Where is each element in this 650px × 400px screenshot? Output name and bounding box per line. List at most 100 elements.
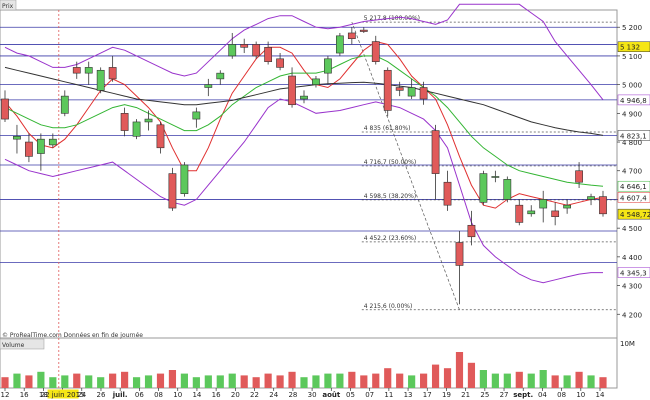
volume-panel-tab[interactable]	[0, 338, 45, 350]
price-boxes: 5 132 4 946,8 4 823,1 4 646,1 4 607,4 4 548,7…	[617, 41, 650, 278]
volume-bar-9	[109, 373, 117, 388]
x-tick-label-12: 20	[231, 391, 240, 399]
volume-bar-13	[156, 373, 165, 388]
y-tick-label-9: 4 300	[622, 283, 642, 291]
volume-bar-16	[192, 377, 200, 388]
y-tick-label-1: 5 100	[622, 53, 642, 61]
x-tick-label-13: 22	[250, 391, 259, 399]
fib-diagonal	[351, 21, 460, 310]
y-tick-label-10: 4 200	[622, 311, 642, 319]
candle-body-44	[527, 210, 536, 215]
x-tick-label-9: 10	[173, 391, 182, 399]
volume-bar-31	[372, 373, 380, 388]
candle-body-49	[587, 196, 595, 200]
x-tick-label-23: 19	[442, 391, 451, 399]
candle-body-31	[371, 41, 380, 62]
volume-bar-36	[431, 364, 440, 388]
volume-panel-label: Volume	[2, 342, 25, 349]
y-tick-label-2: 5 000	[622, 82, 642, 90]
candle-body-48	[575, 170, 583, 183]
candle-body-1	[13, 135, 21, 140]
volume-panel-frame	[0, 337, 618, 389]
price-box-3	[617, 180, 650, 192]
volume-bar-21	[252, 377, 260, 388]
x-tick-label-11: 16	[212, 391, 221, 399]
volume-bar-38	[455, 352, 464, 388]
volume-bar-27	[324, 373, 332, 388]
volume-bar-40	[479, 370, 487, 388]
volume-bar-35	[420, 373, 428, 388]
candle-body-18	[216, 72, 225, 80]
x-tick-label-26: 27	[500, 391, 509, 399]
x-tick-label-14: 24	[269, 391, 278, 399]
candle-body-26	[312, 78, 320, 85]
volume-bar-23	[276, 375, 284, 388]
fib-level-label-1: 4 835 (61.80%)	[364, 125, 411, 132]
volume-bar-46	[551, 375, 559, 388]
volume-bar-34	[408, 375, 416, 388]
volume-bar-39	[467, 362, 476, 388]
candle-body-6	[72, 67, 81, 74]
x-tick-label-29: 08	[557, 391, 566, 399]
volume-bar-14	[168, 370, 177, 388]
volume-bar-47	[563, 375, 571, 388]
volume-bar-7	[85, 375, 93, 388]
x-tick-label-16: 30	[308, 391, 317, 399]
candle-body-16	[192, 111, 201, 120]
volume-bar-5	[61, 375, 69, 388]
volume-bar-6	[73, 373, 81, 388]
x-tick-label-4: 24	[77, 391, 86, 399]
candle-body-38	[455, 242, 464, 266]
volume-bar-4	[49, 377, 57, 388]
volume-bar-29	[348, 371, 356, 388]
volume-bar-22	[264, 373, 272, 388]
volume-bar-33	[396, 373, 404, 388]
x-tick-label-30: 10	[576, 391, 585, 399]
price-box-label-3: 4 646,1	[620, 183, 647, 191]
candle-body-42	[503, 179, 512, 200]
x-tick-label-10: 14	[192, 391, 201, 399]
candles-layer	[1, 27, 607, 305]
candle-body-35	[419, 87, 428, 100]
candle-body-13	[156, 124, 165, 149]
candle-body-34	[407, 87, 416, 97]
volume-bar-32	[384, 368, 392, 388]
candle-body-29	[347, 32, 356, 40]
volume-bar-1	[13, 373, 21, 388]
candle-body-46	[551, 210, 560, 217]
candle-body-43	[515, 204, 524, 223]
x-tick-label-21: 13	[404, 391, 413, 399]
price-box-2	[617, 130, 650, 141]
candle-body-37	[443, 181, 452, 206]
candle-body-9	[108, 67, 117, 80]
y-tick-label-3: 4 900	[622, 110, 642, 118]
volume-bar-24	[288, 371, 296, 388]
series-line-ma_long	[4, 66, 604, 136]
candle-body-15	[180, 164, 189, 195]
candle-body-5	[60, 95, 69, 114]
candle-body-30	[359, 29, 368, 32]
price-box-label-1: 4 946,8	[620, 97, 647, 105]
series-line-ma_short	[4, 41, 604, 209]
volume-bar-15	[180, 373, 188, 388]
candle-body-22	[264, 47, 273, 62]
fib-level-label-2: 4 716,7 (50.00%)	[364, 159, 416, 166]
x-tick-label-8: 08	[154, 391, 163, 399]
y-tick-label-5: 4 700	[622, 168, 642, 176]
x-tick-label-5: 26	[97, 391, 106, 399]
fib-level-label-4: 4 452,2 (23.60%)	[364, 235, 416, 242]
candle-body-25	[300, 95, 308, 100]
price-panel-tab[interactable]	[0, 0, 17, 11]
y-tick-label-4: 4 800	[622, 139, 642, 147]
series-line-ma_mid	[4, 55, 604, 187]
volume-bar-48	[575, 371, 583, 388]
x-tick-label-17: août	[322, 391, 341, 399]
candle-body-36	[431, 130, 440, 174]
x-tick-label-31: 14	[596, 391, 605, 399]
volume-bar-28	[336, 373, 344, 388]
volume-bar-0	[1, 377, 9, 388]
volume-bar-3	[37, 371, 45, 388]
x-tick-label-28: 04	[538, 391, 547, 399]
price-box-label-0: 5 132	[620, 44, 640, 52]
